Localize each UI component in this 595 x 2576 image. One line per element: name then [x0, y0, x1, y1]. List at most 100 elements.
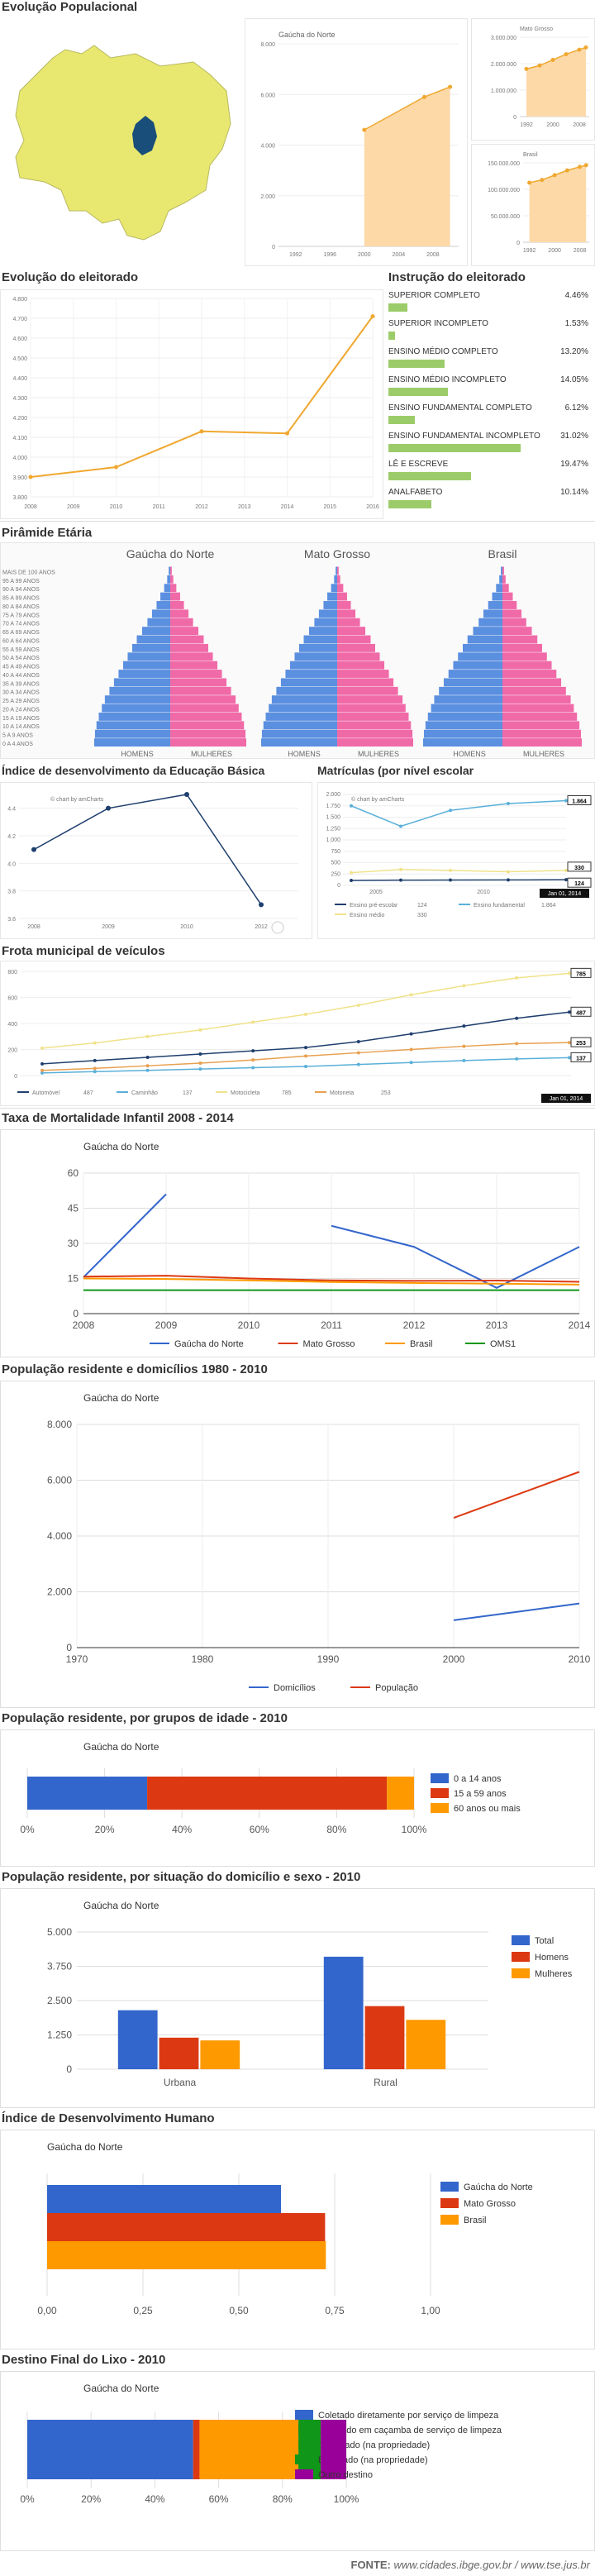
- instrucao-pct: 10.14%: [560, 488, 588, 497]
- instrucao-pct: 14.05%: [560, 375, 588, 384]
- x-tick-label: 2011: [153, 504, 165, 510]
- y-tick-label: 1.250: [47, 2030, 72, 2041]
- area-fill: [526, 47, 586, 117]
- pyramid-bar-homens: [151, 609, 170, 618]
- bar: [364, 2006, 405, 2069]
- stacked-bar-segment: [199, 2420, 299, 2479]
- x-tick-label: 0,00: [37, 2305, 57, 2316]
- footer-source: FONTE: www.cidades.ibge.gov.br / www.tse…: [351, 2559, 591, 2571]
- age-group-label: 55 A 59 ANOS: [2, 647, 40, 653]
- data-point: [28, 475, 33, 479]
- piramide-chart: MAIS DE 100 ANOS 95 A 99 ANOS 90 A 94 ANOS…: [2, 547, 582, 758]
- y-tick-label: 4.2: [7, 834, 16, 840]
- pyramid-bar-homens: [276, 686, 337, 695]
- legend-swatch: [440, 2182, 459, 2192]
- x-tick-label: 2008: [24, 504, 37, 510]
- data-point: [145, 1055, 150, 1059]
- pyramid-bar-mulheres: [170, 652, 213, 661]
- data-point: [564, 52, 569, 57]
- pyramid-bar-homens: [263, 721, 337, 730]
- pop-idade-chart: Gaúcha do Norte 0% 20% 40% 60% 80% 100% 0 a 14 …: [20, 1741, 521, 1835]
- amcharts-note: © chart by amCharts: [351, 796, 405, 803]
- y-tick-label: 4.500: [12, 356, 27, 362]
- data-point: [399, 867, 402, 871]
- pyramid-bar-homens: [308, 627, 337, 636]
- age-group-label: 70 A 74 ANOS: [2, 622, 40, 627]
- y-tick-label: 0: [513, 115, 516, 121]
- pyramid-bar-mulheres: [337, 729, 413, 738]
- footer-links[interactable]: www.cidades.ibge.gov.br / www.tse.jus.br: [393, 2559, 590, 2571]
- stacked-bar-segment: [27, 2420, 193, 2479]
- age-group-label: 60 A 64 ANOS: [2, 638, 40, 644]
- date-badge-label: Jan 01, 2014: [550, 1096, 583, 1102]
- y-tick-label: 0: [73, 1308, 79, 1319]
- value-badge: [570, 1052, 592, 1062]
- pyramid-bar-homens: [314, 618, 337, 627]
- instrucao-bar: [388, 360, 445, 368]
- y-tick-label: 50.000.000: [491, 214, 520, 220]
- data-point: [259, 902, 264, 908]
- y-tick-label: 100.000.000: [488, 188, 520, 193]
- pyramid-bar-mulheres: [170, 721, 245, 730]
- age-group-label: 90 A 94 ANOS: [2, 587, 40, 593]
- pop-br-chart: Brasil 0 50.000.000 100.000.000 150.000.000 1…: [488, 152, 589, 254]
- bar: [406, 2020, 446, 2069]
- pyramid-bar-homens: [122, 661, 170, 670]
- y-tick-label: 0: [66, 2063, 72, 2075]
- y-tick-label: 4.0: [7, 861, 16, 867]
- age-group-label: 10 A 14 ANOS: [2, 724, 40, 730]
- data-point: [540, 178, 545, 183]
- data-point: [409, 1047, 413, 1052]
- pyramid-bar-mulheres: [170, 566, 172, 575]
- map-municipality-highlight: [132, 116, 157, 155]
- footer-label: FONTE:: [350, 2559, 391, 2571]
- instrucao-pct: 4.46%: [564, 291, 588, 300]
- data-point: [552, 173, 557, 178]
- data-point: [564, 878, 568, 882]
- data-point: [568, 1041, 571, 1045]
- y-tick-label: 3.750: [47, 1961, 72, 1973]
- pyramid-bar-homens: [492, 592, 502, 601]
- pyramid-title: Gaúcha do Norte: [126, 547, 215, 561]
- legend-value: 253: [381, 1090, 391, 1096]
- x-tick-label: 2009: [155, 1319, 178, 1331]
- pyramid-bar-homens: [501, 566, 502, 575]
- ideb-line: [33, 794, 262, 905]
- pyramid-bar-homens: [488, 601, 502, 609]
- legend-label: Outro destino: [318, 2470, 373, 2480]
- pyramid-bar-mulheres: [170, 601, 184, 609]
- info-icon: [271, 921, 284, 934]
- legend-label: Coletado diretamente por serviço de limp…: [318, 2411, 499, 2421]
- pyramid-bar-mulheres: [502, 627, 532, 636]
- date-badge: [541, 1094, 591, 1103]
- y-tick-label: 30: [68, 1238, 79, 1249]
- chart-title: Gaúcha do Norte: [278, 31, 336, 39]
- chart-title: Gaúcha do Norte: [83, 1141, 159, 1152]
- instrucao-row: SUPERIOR COMPLETO 4.46%: [388, 291, 593, 316]
- pyramid-bar-homens: [434, 695, 502, 704]
- age-group-label: 65 A 69 ANOS: [2, 630, 40, 636]
- pyramid-bar-mulheres: [337, 695, 403, 704]
- pyramid-bar-homens: [463, 643, 502, 652]
- pop-situacao-chart: Gaúcha do Norte 0 1.250 2.500 3.750 5.000 Urba…: [47, 1900, 573, 2088]
- bar: [47, 2185, 282, 2213]
- data-point: [198, 1067, 202, 1071]
- series-line: [453, 1471, 580, 1519]
- stacked-bar-segment: [27, 1777, 148, 1810]
- y-tick-label: 4.100: [12, 436, 27, 441]
- section-title-lixo: Destino Final do Lixo - 2010: [2, 2353, 166, 2367]
- age-group-label: 5 A 9 ANOS: [2, 733, 33, 739]
- instrucao-row: SUPERIOR INCOMPLETO 1.53%: [388, 319, 593, 344]
- idh-panel: Gaúcha do Norte 0,00 0,25 0,50 0,75 1,00 Gaúch…: [0, 2130, 595, 2349]
- y-tick-label: 1.500: [326, 815, 340, 821]
- x-tick-label: 1992: [523, 248, 536, 254]
- pyramid-bar-homens: [265, 712, 337, 721]
- legend-swatch: [440, 2198, 459, 2208]
- x-tick-label: 2000: [443, 1653, 465, 1665]
- value-badge-label: 487: [576, 1010, 586, 1016]
- pyramid-bar-mulheres: [337, 704, 406, 713]
- legend-swatch: [295, 2410, 313, 2420]
- pyramid-bar-mulheres: [170, 609, 189, 618]
- legend-swatch: [431, 1788, 449, 1798]
- x-tick-label: 0%: [20, 1824, 35, 1835]
